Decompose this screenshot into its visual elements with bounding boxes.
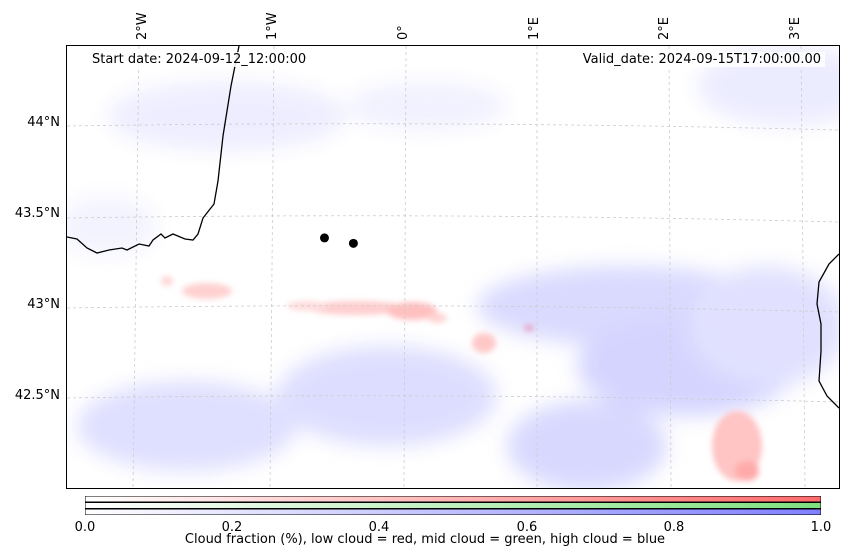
lon-label: 2°W [135, 12, 150, 40]
marker-1 [319, 233, 329, 243]
colorbar-tick-label: 0.8 [663, 520, 685, 535]
colorbar-tick-label: 0.0 [74, 520, 96, 535]
colorbar-tick-label: 0.4 [368, 520, 390, 535]
map-panel [66, 45, 840, 489]
lon-label: 2°E [657, 17, 672, 40]
colorbar-tick-label: 1.0 [810, 520, 832, 535]
valid-date-label: Valid_date: 2024-09-15T17:00:00.00 [578, 52, 825, 67]
colorbar-tick-label: 0.6 [516, 520, 538, 535]
lat-label: 43.5°N [14, 206, 60, 221]
low-cloud-colorbar [85, 496, 821, 503]
map-canvas [67, 46, 839, 488]
start-date-label: Start date: 2024-09-12_12:00:00 [88, 52, 311, 67]
colorbar-title: Cloud fraction (%), low cloud = red, mid… [184, 532, 666, 547]
coastline [67, 46, 839, 409]
lon-label: 0° [396, 25, 411, 40]
colorbar-tick-label: 0.2 [221, 520, 243, 535]
graticule [67, 46, 839, 488]
mid-cloud-colorbar [85, 502, 821, 509]
lon-label: 1°W [265, 12, 280, 40]
lat-label: 43°N [27, 297, 60, 312]
colorbar [85, 496, 821, 515]
high-cloud-field [67, 46, 839, 488]
marker-layer [319, 233, 358, 248]
lon-label: 1°E [527, 17, 542, 40]
low-cloud-field [161, 276, 762, 481]
lat-label: 44°N [27, 115, 60, 130]
lon-label: 3°E [788, 17, 803, 40]
marker-2 [348, 238, 358, 248]
high-cloud-colorbar [85, 508, 821, 515]
lat-label: 42.5°N [14, 388, 60, 403]
